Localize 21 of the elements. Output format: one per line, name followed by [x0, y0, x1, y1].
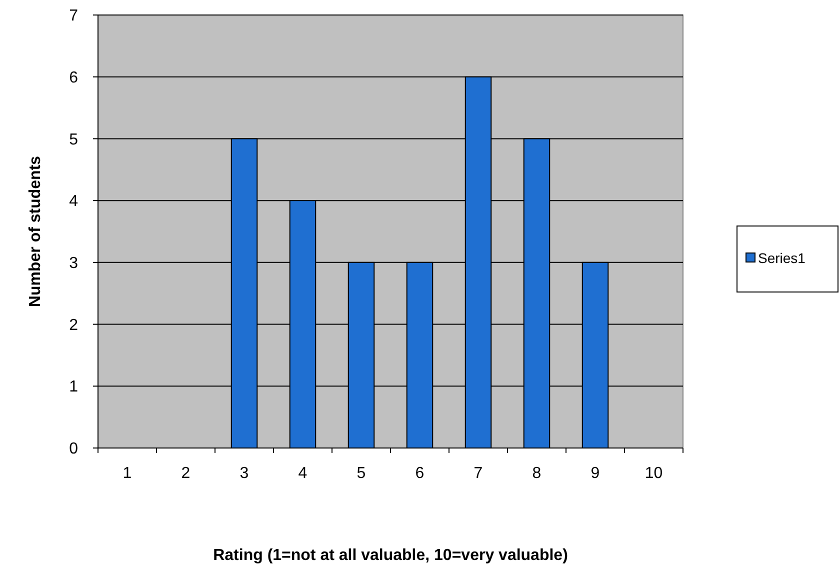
x-tick-label: 9 — [590, 465, 600, 482]
x-tick-label: 7 — [474, 465, 483, 482]
y-tick-label: 3 — [69, 255, 78, 272]
y-tick-label: 2 — [69, 316, 78, 334]
y-tick-label: 1 — [69, 378, 78, 396]
y-tick-label: 4 — [69, 193, 78, 210]
x-tick-label: 4 — [298, 465, 308, 482]
x-axis-title: Rating (1=not at all valuable, 10=very valuable) — [213, 547, 568, 564]
x-tick-label: 3 — [240, 465, 249, 482]
y-axis-title: Number of students — [27, 156, 44, 308]
x-tick-label: 1 — [122, 465, 132, 482]
x-tick-label: 6 — [415, 465, 424, 482]
y-tick-label: 7 — [69, 8, 78, 25]
x-tick-label: 5 — [356, 465, 366, 482]
x-tick-label: 2 — [181, 465, 190, 482]
legend-label: Series1 — [758, 250, 806, 266]
x-tick-label: 8 — [532, 465, 542, 482]
y-tick-label: 6 — [69, 69, 78, 86]
x-tick-label: 10 — [644, 465, 663, 482]
y-tick-label: 0 — [69, 440, 78, 458]
y-tick-label: 5 — [69, 131, 78, 148]
